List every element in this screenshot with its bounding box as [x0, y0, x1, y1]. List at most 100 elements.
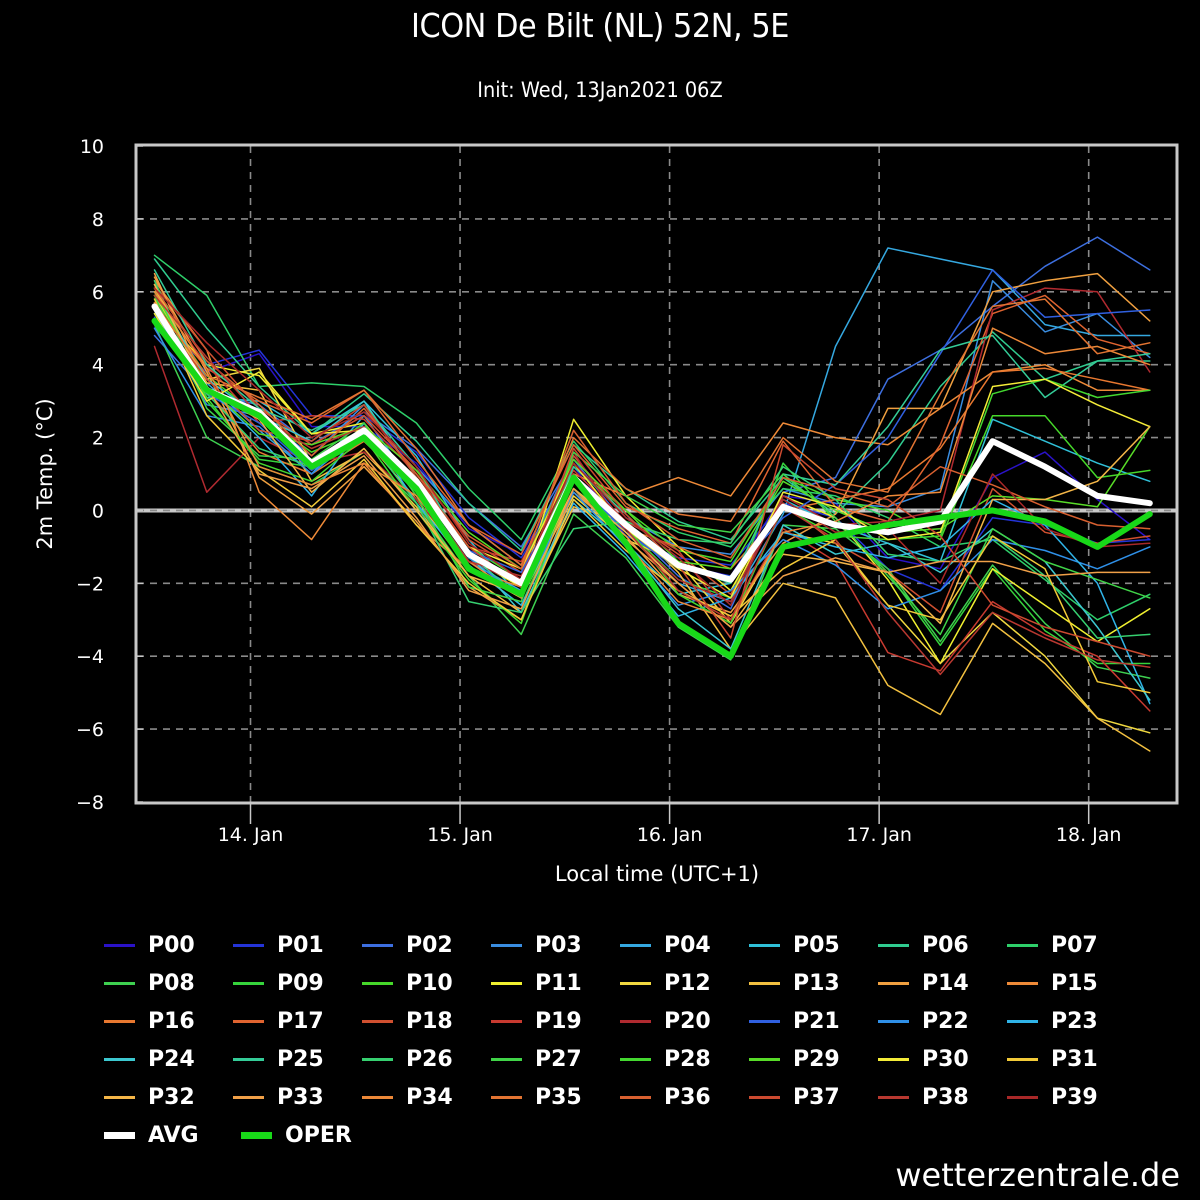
- legend-item-p06[interactable]: P06: [878, 928, 969, 962]
- series-line-p14: [153, 272, 1151, 621]
- legend-item-p02[interactable]: P02: [362, 928, 453, 962]
- legend-swatch: [491, 1095, 522, 1099]
- legend-item-p16[interactable]: P16: [104, 1004, 195, 1038]
- legend-swatch: [878, 1057, 909, 1061]
- legend-label: P35: [535, 1084, 582, 1110]
- y-tick-label: 4: [92, 355, 104, 377]
- legend-item-p31[interactable]: P31: [1007, 1042, 1098, 1076]
- legend-item-p05[interactable]: P05: [749, 928, 840, 962]
- series-line-p36: [153, 287, 1151, 570]
- legend-item-p17[interactable]: P17: [233, 1004, 324, 1038]
- legend-item-p30[interactable]: P30: [878, 1042, 969, 1076]
- legend-label: AVG: [148, 1122, 199, 1148]
- legend-item-p38[interactable]: P38: [878, 1080, 969, 1114]
- legend-item-p21[interactable]: P21: [749, 1004, 840, 1038]
- legend-item-p18[interactable]: P18: [362, 1004, 453, 1038]
- legend-label: P32: [148, 1084, 195, 1110]
- legend-item-p34[interactable]: P34: [362, 1080, 453, 1114]
- chart-subtitle: Init: Wed, 13Jan2021 06Z: [477, 78, 723, 102]
- legend-swatch: [491, 1019, 522, 1023]
- legend-label: P30: [922, 1046, 969, 1072]
- legend-swatch: [233, 1019, 264, 1023]
- legend-item-p20[interactable]: P20: [620, 1004, 711, 1038]
- legend-swatch: [362, 1019, 393, 1023]
- legend-swatch: [104, 1095, 135, 1099]
- legend-label: P20: [664, 1008, 711, 1034]
- legend-label: P01: [277, 932, 324, 958]
- legend-label: P34: [406, 1084, 453, 1110]
- legend-item-p24[interactable]: P24: [104, 1042, 195, 1076]
- series-line-p29: [153, 291, 1151, 570]
- legend-swatch: [362, 981, 393, 985]
- y-tick-label: −2: [76, 573, 104, 595]
- legend-item-avg[interactable]: AVG: [104, 1118, 199, 1152]
- legend-label: P21: [793, 1008, 840, 1034]
- plot-frame: [134, 143, 1179, 805]
- legend-swatch: [104, 1019, 135, 1023]
- legend-swatch: [104, 943, 135, 947]
- legend-swatch: [233, 943, 264, 947]
- legend-item-p01[interactable]: P01: [233, 928, 324, 962]
- legend-item-p29[interactable]: P29: [749, 1042, 840, 1076]
- legend-label: P31: [1051, 1046, 1098, 1072]
- y-tick-label: 6: [92, 282, 104, 304]
- legend-label: P05: [793, 932, 840, 958]
- legend-item-p09[interactable]: P09: [233, 966, 324, 1000]
- legend-label: P08: [148, 970, 195, 996]
- legend-label: P04: [664, 932, 711, 958]
- legend-swatch: [1007, 981, 1038, 985]
- x-axis-label: Local time (UTC+1): [555, 862, 759, 886]
- legend-item-p37[interactable]: P37: [749, 1080, 840, 1114]
- chart-title: ICON De Bilt (NL) 52N, 5E: [410, 6, 789, 45]
- legend-item-p03[interactable]: P03: [491, 928, 582, 962]
- legend-item-p15[interactable]: P15: [1007, 966, 1098, 1000]
- legend-item-oper[interactable]: OPER: [241, 1118, 352, 1152]
- legend-item-p00[interactable]: P00: [104, 928, 195, 962]
- legend-item-p22[interactable]: P22: [878, 1004, 969, 1038]
- legend-item-p35[interactable]: P35: [491, 1080, 582, 1114]
- legend-item-p28[interactable]: P28: [620, 1042, 711, 1076]
- legend-label: P10: [406, 970, 453, 996]
- legend-label: P15: [1051, 970, 1098, 996]
- legend-item-p26[interactable]: P26: [362, 1042, 453, 1076]
- legend-swatch: [104, 981, 135, 985]
- legend-swatch: [749, 1095, 780, 1099]
- legend-item-p04[interactable]: P04: [620, 928, 711, 962]
- legend-swatch: [241, 1131, 272, 1139]
- legend-swatch: [1007, 1019, 1038, 1023]
- legend-label: P17: [277, 1008, 324, 1034]
- series-line-p32: [153, 283, 1151, 628]
- legend-label: OPER: [285, 1122, 352, 1148]
- legend-item-p19[interactable]: P19: [491, 1004, 582, 1038]
- legend-item-p27[interactable]: P27: [491, 1042, 582, 1076]
- legend-item-p10[interactable]: P10: [362, 966, 453, 1000]
- site-brand: wetterzentrale.de: [895, 1156, 1180, 1194]
- legend-item-p13[interactable]: P13: [749, 966, 840, 1000]
- legend-item-p14[interactable]: P14: [878, 966, 969, 1000]
- legend-swatch: [491, 943, 522, 947]
- legend-label: P25: [277, 1046, 324, 1072]
- legend-item-p08[interactable]: P08: [104, 966, 195, 1000]
- legend-label: P09: [277, 970, 324, 996]
- legend-item-p32[interactable]: P32: [104, 1080, 195, 1114]
- legend-item-p11[interactable]: P11: [491, 966, 582, 1000]
- series-line-p38: [153, 294, 1151, 676]
- legend-item-p12[interactable]: P12: [620, 966, 711, 1000]
- legend-swatch: [749, 943, 780, 947]
- legend-item-p25[interactable]: P25: [233, 1042, 324, 1076]
- legend-swatch: [749, 1019, 780, 1023]
- y-axis-label: 2m Temp. (°C): [33, 398, 57, 549]
- x-tick-label: 18. Jan: [1056, 824, 1122, 846]
- legend-swatch: [362, 1095, 393, 1099]
- legend-item-p39[interactable]: P39: [1007, 1080, 1098, 1114]
- series-line-p35: [153, 298, 1151, 566]
- legend-item-p07[interactable]: P07: [1007, 928, 1098, 962]
- legend-item-p23[interactable]: P23: [1007, 1004, 1098, 1038]
- legend-item-p36[interactable]: P36: [620, 1080, 711, 1114]
- grid-lines: [137, 146, 1176, 802]
- legend-swatch: [233, 1057, 264, 1061]
- legend-label: P39: [1051, 1084, 1098, 1110]
- legend-label: P14: [922, 970, 969, 996]
- legend-item-p33[interactable]: P33: [233, 1080, 324, 1114]
- series-line-p08: [153, 323, 1151, 679]
